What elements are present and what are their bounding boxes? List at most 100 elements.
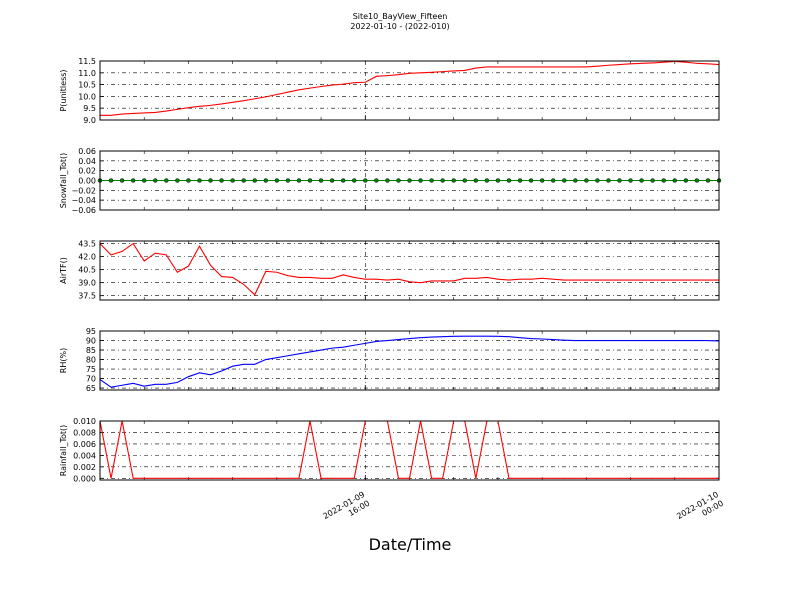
y-tick-label: 10.0 bbox=[78, 92, 96, 101]
y-axis-label: P(unitless) bbox=[59, 69, 68, 111]
data-point bbox=[142, 178, 147, 183]
data-point bbox=[352, 178, 357, 183]
data-point bbox=[130, 178, 136, 183]
y-tick-label: 0.000 bbox=[73, 474, 96, 483]
data-point bbox=[385, 178, 390, 183]
data-point bbox=[407, 178, 412, 183]
data-point bbox=[484, 178, 490, 183]
data-point bbox=[329, 178, 335, 183]
panel-0: 9.0 9.5 10.0 10.5 11.0 11.5 P(unitless) bbox=[59, 57, 720, 125]
data-point bbox=[539, 178, 545, 183]
data-point bbox=[650, 178, 655, 183]
panel-1: −0.06−0.04−0.020.000.020.040.06 Snowfall_… bbox=[59, 147, 722, 215]
series-line-0 bbox=[100, 61, 719, 116]
y-tick-label: 0.04 bbox=[78, 157, 96, 166]
data-point bbox=[230, 178, 235, 183]
data-point bbox=[705, 178, 711, 183]
y-tick-label: 0.006 bbox=[73, 440, 96, 449]
y-tick-label: 40.5 bbox=[78, 266, 96, 275]
y-tick-label: 85 bbox=[86, 346, 96, 355]
series-line-3 bbox=[100, 335, 719, 388]
y-tick-label: 42.0 bbox=[78, 253, 96, 262]
data-point bbox=[617, 178, 622, 183]
data-point bbox=[506, 178, 512, 183]
data-point bbox=[296, 178, 302, 183]
data-point bbox=[197, 178, 202, 183]
y-tick-label: 11.0 bbox=[78, 69, 96, 78]
data-point bbox=[606, 178, 611, 183]
y-tick-label: 43.5 bbox=[78, 240, 96, 249]
y-tick-label: 9.0 bbox=[83, 116, 96, 125]
data-point bbox=[595, 178, 600, 183]
data-point bbox=[462, 178, 467, 183]
y-axis-label: Snowfall_Tot() bbox=[59, 153, 68, 209]
data-point bbox=[550, 178, 556, 183]
data-point bbox=[429, 178, 434, 183]
data-point bbox=[285, 178, 291, 183]
y-tick-label: 0.002 bbox=[73, 463, 96, 472]
y-axis-label: Rainfall_Tot() bbox=[59, 425, 68, 477]
chart-title: Site10_BayView_Fifteen bbox=[353, 12, 448, 21]
data-point bbox=[175, 178, 180, 183]
y-tick-label: 11.5 bbox=[78, 57, 96, 66]
data-point bbox=[628, 178, 633, 183]
data-point bbox=[562, 178, 567, 183]
y-tick-label: 9.5 bbox=[83, 104, 96, 113]
data-point bbox=[440, 178, 445, 183]
data-point bbox=[418, 178, 423, 183]
panel-frame bbox=[99, 330, 720, 391]
data-point bbox=[584, 178, 589, 183]
series-line-4 bbox=[100, 421, 719, 479]
y-tick-label: 0.06 bbox=[78, 147, 96, 156]
data-point bbox=[108, 178, 114, 183]
data-point bbox=[396, 178, 401, 183]
y-tick-label: 0.00 bbox=[78, 177, 96, 186]
data-point bbox=[639, 178, 644, 183]
chart-subtitle: 2022-01-10 - (2022-010) bbox=[350, 22, 449, 31]
data-point bbox=[153, 178, 158, 183]
data-point bbox=[363, 178, 368, 183]
y-tick-label: 37.5 bbox=[78, 292, 96, 301]
panel-frame bbox=[99, 420, 720, 481]
y-tick-label: 0.004 bbox=[73, 451, 96, 460]
data-point bbox=[274, 178, 280, 183]
data-point bbox=[208, 178, 213, 183]
y-tick-label: −0.04 bbox=[71, 196, 96, 205]
data-point bbox=[451, 178, 456, 183]
data-point bbox=[694, 178, 700, 183]
y-tick-label: 39.0 bbox=[78, 279, 96, 288]
y-tick-label: 65 bbox=[86, 384, 96, 393]
data-point bbox=[528, 178, 534, 183]
data-point bbox=[186, 178, 191, 183]
y-tick-label: 75 bbox=[86, 365, 96, 374]
data-point bbox=[473, 178, 479, 183]
panel-frame bbox=[99, 60, 720, 121]
y-tick-label: −0.02 bbox=[71, 186, 96, 195]
y-tick-label: 0.010 bbox=[73, 417, 96, 426]
x-axis-label: Date/Time bbox=[369, 535, 452, 554]
data-point bbox=[661, 178, 666, 183]
y-axis-label: RH(%) bbox=[59, 348, 68, 373]
y-tick-label: 10.5 bbox=[78, 81, 96, 90]
data-point bbox=[119, 178, 125, 183]
y-tick-label: 80 bbox=[86, 356, 96, 365]
data-point bbox=[318, 178, 324, 183]
y-tick-label: 70 bbox=[86, 375, 96, 384]
data-point bbox=[164, 178, 169, 183]
panel-4: 0.000 0.002 0.004 0.006 0.008 0.010 Rainfall_T… bbox=[59, 417, 720, 483]
y-tick-label: 0.02 bbox=[78, 167, 96, 176]
panels-group: 9.09.510.010.511.011.5P(unitless)−0.06−0… bbox=[59, 57, 722, 483]
data-point bbox=[307, 178, 313, 183]
data-point bbox=[672, 178, 677, 183]
y-tick-label: −0.06 bbox=[71, 206, 96, 215]
y-tick-label: 95 bbox=[86, 327, 96, 336]
data-point bbox=[683, 178, 689, 183]
series-line-2 bbox=[100, 242, 719, 296]
data-point bbox=[374, 178, 379, 183]
panel-frame bbox=[99, 240, 720, 301]
data-point bbox=[340, 178, 346, 183]
data-point bbox=[252, 178, 257, 183]
data-point bbox=[241, 178, 246, 183]
